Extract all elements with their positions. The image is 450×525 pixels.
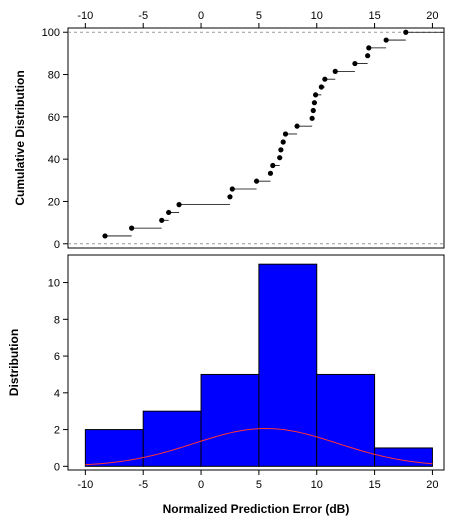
- histogram-y-tick-label: 6: [54, 351, 60, 363]
- cdf-point: [278, 147, 284, 153]
- cdf-point: [277, 155, 283, 161]
- cdf-point: [332, 68, 338, 74]
- cdf-step-segments: [105, 31, 444, 237]
- cdf-point: [352, 60, 358, 67]
- histogram-x-tick-label: 20: [426, 479, 438, 491]
- cdf-panel: -10 -5 0 5 10 15 20 0 20 40 60 80 100 Cumulative Di…: [13, 10, 445, 251]
- histogram-y-axis: 0 2 4 6 8 10: [48, 278, 68, 473]
- histogram-x-tick-label: -5: [138, 479, 148, 491]
- cdf-point: [403, 29, 409, 35]
- cdf-point: [280, 139, 286, 145]
- cdf-x-tick-label: -5: [138, 10, 148, 22]
- cdf-point: [267, 170, 274, 176]
- cdf-point: [166, 209, 172, 216]
- cdf-point: [310, 107, 316, 114]
- histogram-bar: [200, 373, 260, 467]
- cdf-point: [159, 217, 165, 223]
- histogram-plot-frame: [67, 254, 445, 471]
- cdf-point: [311, 100, 318, 106]
- histogram-x-axis-title: Normalized Prediction Error (dB): [163, 502, 350, 516]
- cdf-y-tick-label: 20: [48, 196, 60, 208]
- cdf-reference-lines: [68, 31, 444, 245]
- cdf-point: [294, 123, 300, 129]
- cdf-x-tick-label: -10: [77, 10, 93, 22]
- cdf-y-tick-label: 60: [48, 112, 60, 124]
- cdf-plot-frame: [67, 27, 445, 249]
- cdf-point: [176, 202, 182, 208]
- histogram-x-tick-label: 5: [256, 479, 262, 491]
- histogram-x-tick-label: 0: [198, 479, 204, 491]
- cdf-y-tick-label: 100: [42, 27, 60, 39]
- histogram-y-tick-label: 2: [54, 425, 60, 437]
- normal-fit-curve: [85, 427, 433, 466]
- cdf-y-tick-label: 80: [48, 70, 60, 82]
- cdf-point: [309, 115, 315, 121]
- histogram-bar: [374, 447, 433, 467]
- cdf-y-axis-title: Cumulative Distribution: [13, 70, 27, 205]
- histogram-x-axis: -10 -5 0 5 10 15 20: [77, 470, 439, 491]
- cdf-point: [318, 84, 324, 90]
- histogram-bar: [142, 410, 202, 467]
- histogram-x-tick-label: -10: [77, 479, 93, 491]
- cdf-point: [129, 225, 135, 231]
- histogram-y-tick-label: 10: [48, 278, 60, 290]
- cdf-y-axis: 0 20 40 60 80 100: [42, 27, 68, 251]
- cdf-x-tick-label: 10: [311, 10, 323, 22]
- cdf-point: [227, 194, 233, 200]
- cdf-y-tick-label: 40: [48, 154, 60, 166]
- histogram-bar: [84, 429, 144, 467]
- cdf-point: [366, 45, 372, 51]
- cdf-point: [383, 37, 389, 43]
- histogram-bar: [316, 373, 376, 467]
- histogram-y-tick-label: 8: [54, 314, 60, 326]
- cdf-point: [312, 92, 319, 98]
- cdf-y-tick-label: 0: [54, 239, 60, 251]
- cdf-x-tick-label: 5: [256, 10, 262, 22]
- histogram-bar: [258, 263, 318, 467]
- cdf-x-tick-label: 0: [198, 10, 204, 22]
- cdf-point: [270, 162, 276, 169]
- cdf-point: [282, 131, 289, 137]
- cdf-point: [365, 53, 371, 59]
- histogram-y-axis-title: Distribution: [7, 329, 21, 396]
- histogram-y-tick-label: 0: [54, 461, 60, 473]
- cdf-x-axis-top: -10 -5 0 5 10 15 20: [77, 10, 439, 28]
- histogram-bars: [84, 263, 433, 467]
- cdf-point: [102, 233, 108, 239]
- histogram-x-tick-label: 10: [311, 479, 323, 491]
- cdf-point: [322, 76, 328, 82]
- cdf-points: [102, 29, 409, 239]
- cdf-x-tick-label: 20: [426, 10, 438, 22]
- histogram-x-tick-label: 15: [368, 479, 380, 491]
- cdf-x-tick-label: 15: [368, 10, 380, 22]
- histogram-y-tick-label: 4: [54, 388, 60, 400]
- histogram-panel: -10 -5 0 5 10 15 20 0 2 4 6 8 10 Distribution Norma…: [7, 254, 445, 516]
- cdf-point: [229, 186, 235, 192]
- cdf-point: [253, 178, 260, 184]
